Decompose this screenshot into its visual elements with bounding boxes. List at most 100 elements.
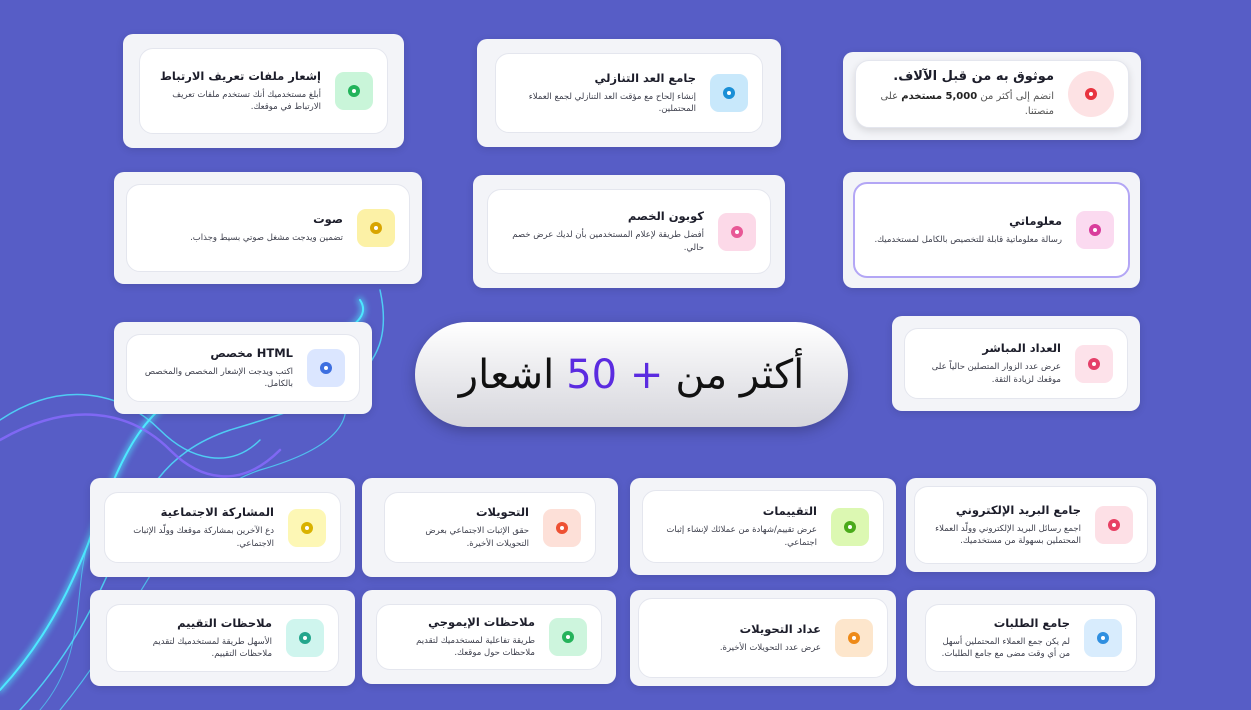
card-icon bbox=[1068, 71, 1114, 117]
icon-glyph bbox=[848, 632, 860, 644]
icon-glyph bbox=[301, 521, 313, 534]
icon-glyph bbox=[844, 520, 856, 533]
card-description: دع الآخرين بمشاركة موقعك وولّد الإثبات ا… bbox=[133, 526, 274, 549]
card-text: جامع العد التنازلي إنشاء إلحاح مع مؤقت ال… bbox=[510, 71, 696, 116]
card-text: جامع البريد الإلكتروني اجمع رسائل البريد … bbox=[929, 503, 1081, 548]
notification-card: ملاحظات الإيموجي طريقة تفاعلية لمستخدميك … bbox=[362, 590, 616, 684]
card-title: موثوق به من قبل الآلاف. bbox=[893, 69, 1054, 84]
card-description: تضمين ويدجت مشغل صوتي بسيط وجذاب. bbox=[190, 232, 343, 243]
card-title: ملاحظات التقييم bbox=[177, 615, 272, 630]
card-icon bbox=[286, 619, 324, 657]
card-text: التقييمات عرض تقييم/شهادة من عملائك لإنشا… bbox=[657, 504, 817, 549]
notification-card: التحويلات حقق الإثبات الاجتماعي بعرض التح… bbox=[362, 478, 618, 577]
icon-glyph bbox=[562, 631, 574, 643]
description-before: انضم إلى أكثر من bbox=[980, 91, 1054, 102]
icon-glyph bbox=[370, 222, 382, 234]
notification-card: المشاركة الاجتماعية دع الآخرين بمشاركة مو… bbox=[90, 478, 355, 577]
icon-glyph bbox=[556, 521, 568, 534]
headline-after: اشعار bbox=[458, 351, 555, 398]
card-description: الأسهل طريقة لمستخدميك لتقديم ملاحظات ال… bbox=[152, 636, 272, 659]
card-icon bbox=[357, 209, 395, 247]
card-icon bbox=[1084, 619, 1122, 657]
card-icon bbox=[335, 72, 373, 110]
card-description: أبلغ مستخدميك أنك تستخدم ملفات تعريف الا… bbox=[172, 89, 321, 112]
headline: أكثر من + 50 اشعار bbox=[415, 322, 848, 427]
card-inner: جامع البريد الإلكتروني اجمع رسائل البريد … bbox=[914, 486, 1148, 564]
notification-card: ملاحظات التقييم الأسهل طريقة لمستخدميك لت… bbox=[90, 590, 355, 686]
card-icon bbox=[835, 619, 873, 657]
card-inner: جامع الطلبات لم يكن جمع العملاء المحتملين… bbox=[925, 604, 1137, 672]
card-description: لم يكن جمع العملاء المحتملين أسهل من أي … bbox=[941, 636, 1070, 659]
notification-card: جامع العد التنازلي إنشاء إلحاح مع مؤقت ال… bbox=[477, 39, 781, 147]
card-text: العداد المباشر عرض عدد الزوار المتصلين حا… bbox=[919, 341, 1061, 386]
card-description: أفضل طريقة لإعلام المستخدمين بأن لديك عر… bbox=[512, 230, 704, 253]
card-icon bbox=[1095, 506, 1133, 544]
card-inner: معلوماتي رسالة معلوماتية قابلة للتخصيص با… bbox=[853, 182, 1130, 278]
card-title: عداد التحويلات bbox=[739, 621, 821, 636]
card-description: انضم إلى أكثر من 5,000 مستخدم على منصتنا… bbox=[870, 90, 1054, 119]
card-description: رسالة معلوماتية قابلة للتخصيص بالكامل لم… bbox=[874, 234, 1062, 245]
notification-card: العداد المباشر عرض عدد الزوار المتصلين حا… bbox=[892, 316, 1140, 411]
card-description: اكتب ويدجت الإشعار المخصص والمخصص بالكام… bbox=[144, 366, 293, 389]
card-inner: صوت تضمين ويدجت مشغل صوتي بسيط وجذاب. bbox=[126, 184, 410, 272]
headline-highlight: + 50 bbox=[566, 351, 664, 398]
card-inner: إشعار ملفات تعريف الارتباط أبلغ مستخدميك … bbox=[139, 48, 388, 134]
card-inner: المشاركة الاجتماعية دع الآخرين بمشاركة مو… bbox=[104, 492, 341, 563]
card-title: HTML مخصص bbox=[210, 345, 293, 360]
card-title: المشاركة الاجتماعية bbox=[160, 505, 274, 520]
card-title: كوبون الخصم bbox=[627, 209, 704, 224]
notification-card: التقييمات عرض تقييم/شهادة من عملائك لإنشا… bbox=[630, 478, 896, 575]
card-inner: العداد المباشر عرض عدد الزوار المتصلين حا… bbox=[904, 328, 1128, 399]
card-icon bbox=[718, 212, 756, 251]
notification-card: كوبون الخصم أفضل طريقة لإعلام المستخدمين … bbox=[473, 175, 785, 288]
card-description: عرض تقييم/شهادة من عملائك لإنشاء إثبات ا… bbox=[666, 525, 817, 548]
card-text: معلوماتي رسالة معلوماتية قابلة للتخصيص با… bbox=[869, 214, 1062, 246]
icon-glyph bbox=[1108, 519, 1120, 531]
notification-card: جامع الطلبات لم يكن جمع العملاء المحتملين… bbox=[907, 590, 1155, 686]
card-icon bbox=[307, 349, 345, 387]
icon-glyph bbox=[299, 632, 311, 644]
icon-glyph bbox=[1085, 88, 1097, 100]
card-icon bbox=[549, 618, 587, 656]
card-icon bbox=[1075, 344, 1113, 383]
card-inner: موثوق به من قبل الآلاف. انضم إلى أكثر من … bbox=[855, 60, 1129, 128]
card-description: اجمع رسائل البريد الإلكتروني وولّد العمل… bbox=[935, 523, 1081, 546]
card-text: HTML مخصص اكتب ويدجت الإشعار المخصص والمخ… bbox=[141, 346, 293, 391]
card-title: التقييمات bbox=[762, 504, 817, 519]
card-icon bbox=[288, 508, 326, 547]
notification-card: HTML مخصص اكتب ويدجت الإشعار المخصص والمخ… bbox=[114, 322, 372, 414]
card-description: عرض عدد الزوار المتصلين حالياً على موقعك… bbox=[931, 362, 1061, 385]
card-inner: ملاحظات التقييم الأسهل طريقة لمستخدميك لت… bbox=[106, 604, 339, 672]
card-text: عداد التحويلات عرض عدد التحويلات الأخيرة. bbox=[653, 622, 821, 654]
description-bold: 5,000 مستخدم bbox=[901, 91, 978, 102]
card-description: طريقة تفاعلية لمستخدميك لتقديم ملاحظات ح… bbox=[416, 635, 535, 658]
notification-card: جامع البريد الإلكتروني اجمع رسائل البريد … bbox=[906, 478, 1156, 572]
card-inner: التقييمات عرض تقييم/شهادة من عملائك لإنشا… bbox=[642, 490, 884, 563]
card-icon bbox=[710, 74, 748, 112]
card-text: التحويلات حقق الإثبات الاجتماعي بعرض التح… bbox=[399, 505, 529, 550]
card-title: جامع الطلبات bbox=[993, 615, 1070, 630]
notification-card: إشعار ملفات تعريف الارتباط أبلغ مستخدميك … bbox=[123, 34, 404, 148]
card-icon bbox=[831, 507, 869, 546]
card-text: كوبون الخصم أفضل طريقة لإعلام المستخدمين … bbox=[502, 209, 704, 254]
icon-glyph bbox=[1088, 357, 1100, 370]
card-description: عرض عدد التحويلات الأخيرة. bbox=[719, 642, 821, 653]
card-title: التحويلات bbox=[475, 505, 529, 520]
icon-glyph bbox=[320, 362, 332, 374]
headline-before: أكثر من bbox=[675, 351, 805, 398]
description-after: على منصتنا. bbox=[880, 91, 1054, 117]
card-icon bbox=[543, 508, 581, 547]
card-text: جامع الطلبات لم يكن جمع العملاء المحتملين… bbox=[940, 616, 1070, 661]
card-text: ملاحظات التقييم الأسهل طريقة لمستخدميك لت… bbox=[121, 616, 272, 661]
card-title: إشعار ملفات تعريف الارتباط bbox=[159, 68, 321, 83]
card-description: حقق الإثبات الاجتماعي بعرض التحويلات الأ… bbox=[425, 526, 529, 549]
notification-card: موثوق به من قبل الآلاف. انضم إلى أكثر من … bbox=[843, 52, 1141, 140]
icon-glyph bbox=[1089, 224, 1101, 236]
notification-card: معلوماتي رسالة معلوماتية قابلة للتخصيص با… bbox=[843, 172, 1140, 288]
notification-card: عداد التحويلات عرض عدد التحويلات الأخيرة. bbox=[630, 590, 896, 686]
card-inner: ملاحظات الإيموجي طريقة تفاعلية لمستخدميك … bbox=[376, 604, 602, 670]
icon-glyph bbox=[348, 85, 360, 97]
card-text: صوت تضمين ويدجت مشغل صوتي بسيط وجذاب. bbox=[141, 212, 343, 244]
icon-glyph bbox=[723, 87, 735, 99]
